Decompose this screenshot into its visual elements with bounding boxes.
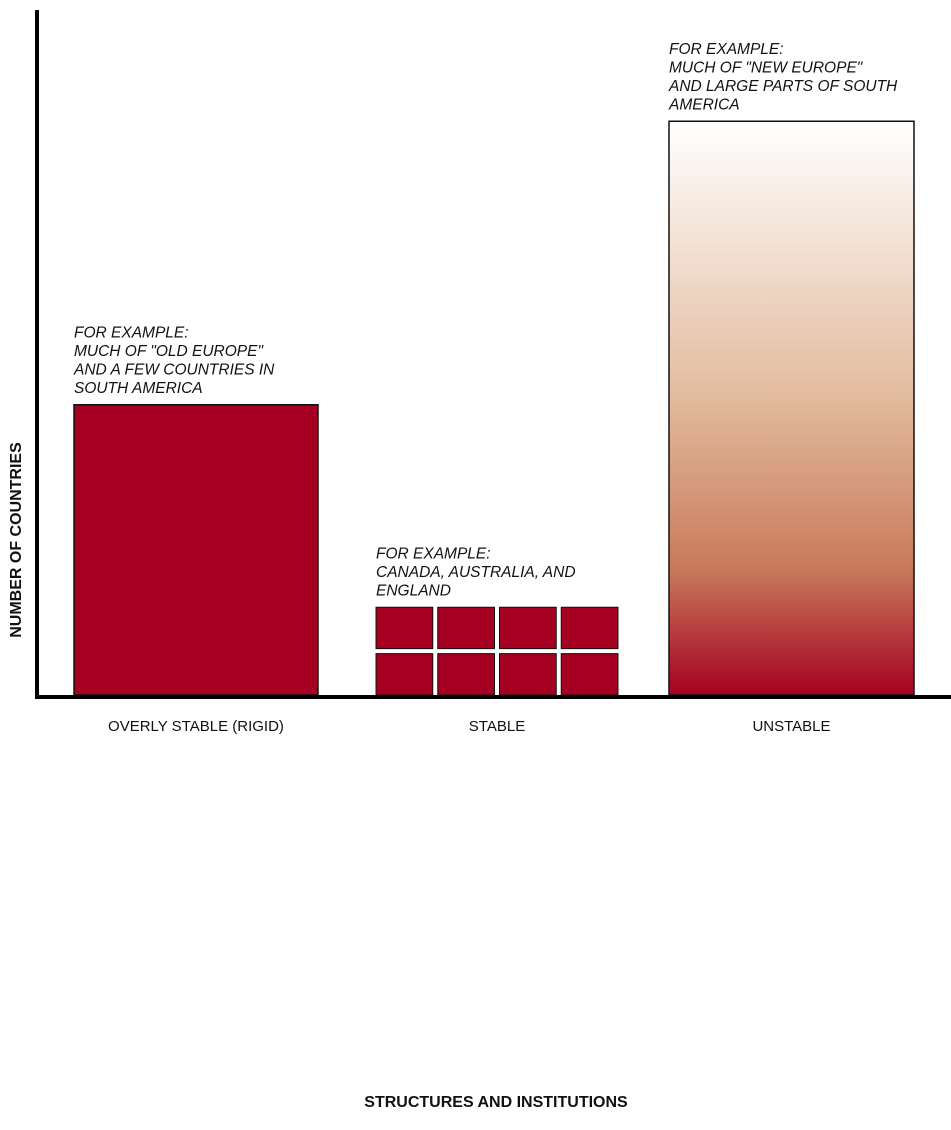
category-label: UNSTABLE [752, 718, 830, 735]
bar-annotation-line: MUCH OF "NEW EUROPE" [669, 59, 864, 76]
bar-block [560, 606, 619, 650]
bar-annotation-line: AND LARGE PARTS OF SOUTH [668, 78, 898, 95]
bar-annotation-line: AMERICA [668, 96, 740, 113]
bar-block [375, 606, 434, 650]
bar-annotation-line: AND A FEW COUNTRIES IN [73, 361, 275, 378]
bar-block [499, 606, 557, 650]
bar-unstable [668, 120, 915, 696]
bar-block [375, 653, 434, 696]
bar-annotation-line: ENGLAND [376, 582, 451, 599]
bar-annotation-line: FOR EXAMPLE: [376, 545, 491, 562]
bar-block [437, 606, 495, 650]
bar-overly-stable [73, 404, 319, 696]
bar-block [560, 653, 619, 696]
bar-stable-grid [375, 606, 619, 696]
bar-annotation-line: FOR EXAMPLE: [74, 324, 189, 341]
category-label: STABLE [469, 718, 525, 735]
bar-annotation-line: SOUTH AMERICA [74, 380, 203, 397]
category-labels-layer: OVERLY STABLE (RIGID) STABLE UNSTABLE [108, 718, 830, 735]
annotations-layer: FOR EXAMPLE: MUCH OF "OLD EUROPE"AND A FE… [73, 41, 898, 600]
bar-annotation-line: FOR EXAMPLE: [669, 41, 784, 58]
bar-block [499, 653, 557, 696]
x-axis-title: STRUCTURES AND INSTITUTIONS [364, 1094, 628, 1111]
bars-layer [73, 120, 915, 696]
bar-block [437, 653, 495, 696]
bar-annotation-line: CANADA, AUSTRALIA, AND [376, 564, 576, 581]
bar-annotation-line: MUCH OF "OLD EUROPE" [74, 343, 264, 360]
y-axis-title: NUMBER OF COUNTRIES [8, 442, 25, 638]
category-label: OVERLY STABLE (RIGID) [108, 718, 284, 735]
